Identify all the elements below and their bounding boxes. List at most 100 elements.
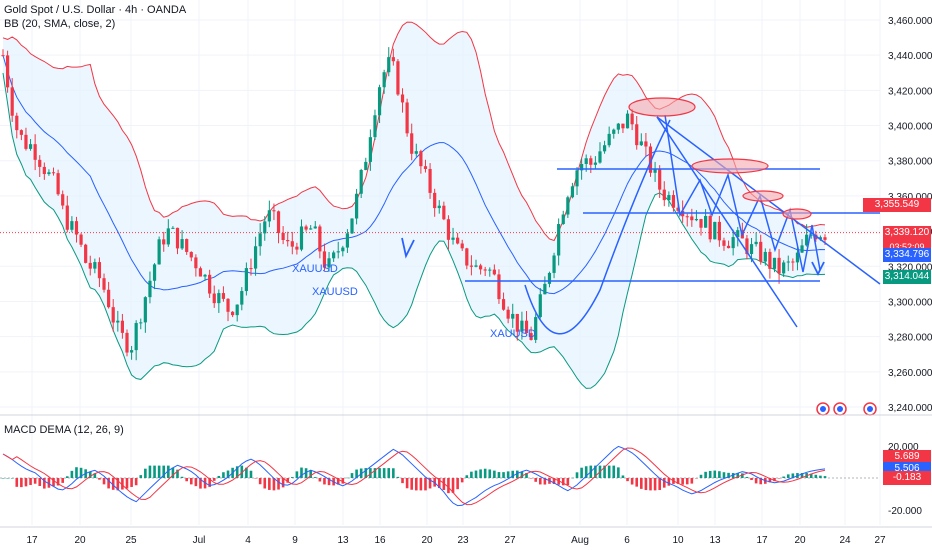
macd-histogram-bar xyxy=(295,471,299,478)
price-axis-label: 3,320.000 xyxy=(888,262,932,273)
candle-body xyxy=(433,192,437,209)
macd-histogram-bar xyxy=(736,473,740,478)
candle-body xyxy=(354,193,359,219)
time-axis-label: Aug xyxy=(571,535,589,546)
macd-histogram-bar xyxy=(226,470,230,478)
macd-histogram-bar xyxy=(782,476,785,478)
macd-axis-label: 20.000 xyxy=(888,442,919,453)
candle-body xyxy=(290,241,294,247)
candle-body xyxy=(474,265,478,267)
macd-histogram-bar xyxy=(75,467,78,478)
macd-histogram-bar xyxy=(658,478,661,490)
macd-histogram-bar xyxy=(405,478,409,489)
price-axis-label: 3,300.000 xyxy=(888,297,932,308)
basis-tag: 3,334.796 xyxy=(883,248,931,262)
candle-body xyxy=(575,170,579,187)
candle-body xyxy=(818,237,823,240)
price-axis-label: 3,460.000 xyxy=(888,16,932,27)
macd-histogram-bar xyxy=(29,478,32,485)
macd-histogram-bar xyxy=(759,478,763,485)
candle-body xyxy=(543,283,547,295)
bb-band-fill xyxy=(3,22,825,389)
candle-body xyxy=(286,240,290,242)
macd-histogram-bar xyxy=(644,478,648,491)
candle-body xyxy=(607,133,611,146)
macd-histogram-bar xyxy=(685,478,689,485)
macd-histogram-bar xyxy=(208,478,211,487)
candle-body xyxy=(749,244,754,255)
candle-body xyxy=(93,262,97,269)
time-axis-label: 25 xyxy=(125,535,137,546)
candle-body xyxy=(185,239,189,252)
macd-histogram-bar xyxy=(580,467,583,478)
time-axis-label: 16 xyxy=(374,535,386,546)
macd-histogram-bar xyxy=(727,472,730,478)
macd-histogram-bar xyxy=(162,465,166,478)
candle-body xyxy=(437,205,441,209)
candle-body xyxy=(529,333,533,340)
macd-histogram-bar xyxy=(61,478,64,483)
candle-body xyxy=(84,244,88,263)
macd-histogram-bar xyxy=(93,473,97,478)
candle-body xyxy=(368,137,372,162)
candle-body xyxy=(791,261,795,263)
macd-histogram-bar xyxy=(630,478,634,485)
macd-histogram-bar xyxy=(56,478,60,486)
candle-body xyxy=(667,195,671,201)
candle-body xyxy=(763,251,767,262)
macd-histogram-bar xyxy=(392,468,395,478)
candle-body xyxy=(1,55,5,57)
macd-histogram-bar xyxy=(649,478,652,491)
time-axis-label: 6 xyxy=(624,535,630,546)
bollinger-bands xyxy=(0,21,880,389)
candle-body xyxy=(410,133,414,154)
macd-histogram-bar xyxy=(281,478,285,488)
last-price-tag: 3,339.120 xyxy=(883,226,931,240)
macd-histogram-bar xyxy=(111,478,115,490)
macd-histogram-bar xyxy=(529,478,533,479)
candle-body xyxy=(662,189,666,201)
candle-body xyxy=(589,158,593,165)
price-axis-label: 3,380.000 xyxy=(888,157,932,168)
trend-drawings[interactable]: XAUUSD XAUUSD XAUUSD xyxy=(292,97,881,416)
candle-body xyxy=(253,246,258,269)
arrow-icon xyxy=(811,261,825,277)
candle-body xyxy=(777,257,781,274)
candle-body xyxy=(235,304,239,316)
macd-histogram-bar xyxy=(134,478,138,486)
candle-body xyxy=(139,322,143,324)
candle-body xyxy=(263,221,267,234)
macd-histogram-bar xyxy=(704,471,707,478)
time-axis-label: 20 xyxy=(421,535,433,546)
candle-body xyxy=(456,237,460,244)
candle-body xyxy=(520,320,524,332)
candle-body xyxy=(483,269,487,271)
macd-histogram-bar xyxy=(603,465,606,478)
macd-histogram-bar xyxy=(144,468,147,478)
macd-histogram-bar xyxy=(474,470,478,478)
candle-body xyxy=(736,230,740,238)
macd-histogram-bar xyxy=(130,478,133,487)
time-axis-label: 20 xyxy=(794,535,806,546)
macd-histogram-bar xyxy=(460,478,464,483)
macd-histogram-bar xyxy=(571,477,574,479)
macd-histogram-bar xyxy=(309,470,312,478)
resistance-zone xyxy=(628,97,696,117)
candle-body xyxy=(616,123,620,130)
candle-body xyxy=(547,272,552,284)
macd-histogram-bar xyxy=(584,466,588,478)
candle-body xyxy=(630,113,634,125)
candle-body xyxy=(538,294,542,318)
macd-histogram-bar xyxy=(222,472,225,478)
macd-histogram-bar xyxy=(520,471,524,478)
macd-histogram-bar xyxy=(313,477,317,478)
macd-histogram-bar xyxy=(98,478,101,480)
candle-body xyxy=(690,216,694,221)
macd-histogram-bar xyxy=(470,471,473,478)
candle-body xyxy=(28,144,33,149)
macd-histogram-bar xyxy=(194,478,198,487)
time-axis-label: 17 xyxy=(26,535,38,546)
time-axis-label: 4 xyxy=(245,535,251,546)
candle-body xyxy=(731,237,735,249)
